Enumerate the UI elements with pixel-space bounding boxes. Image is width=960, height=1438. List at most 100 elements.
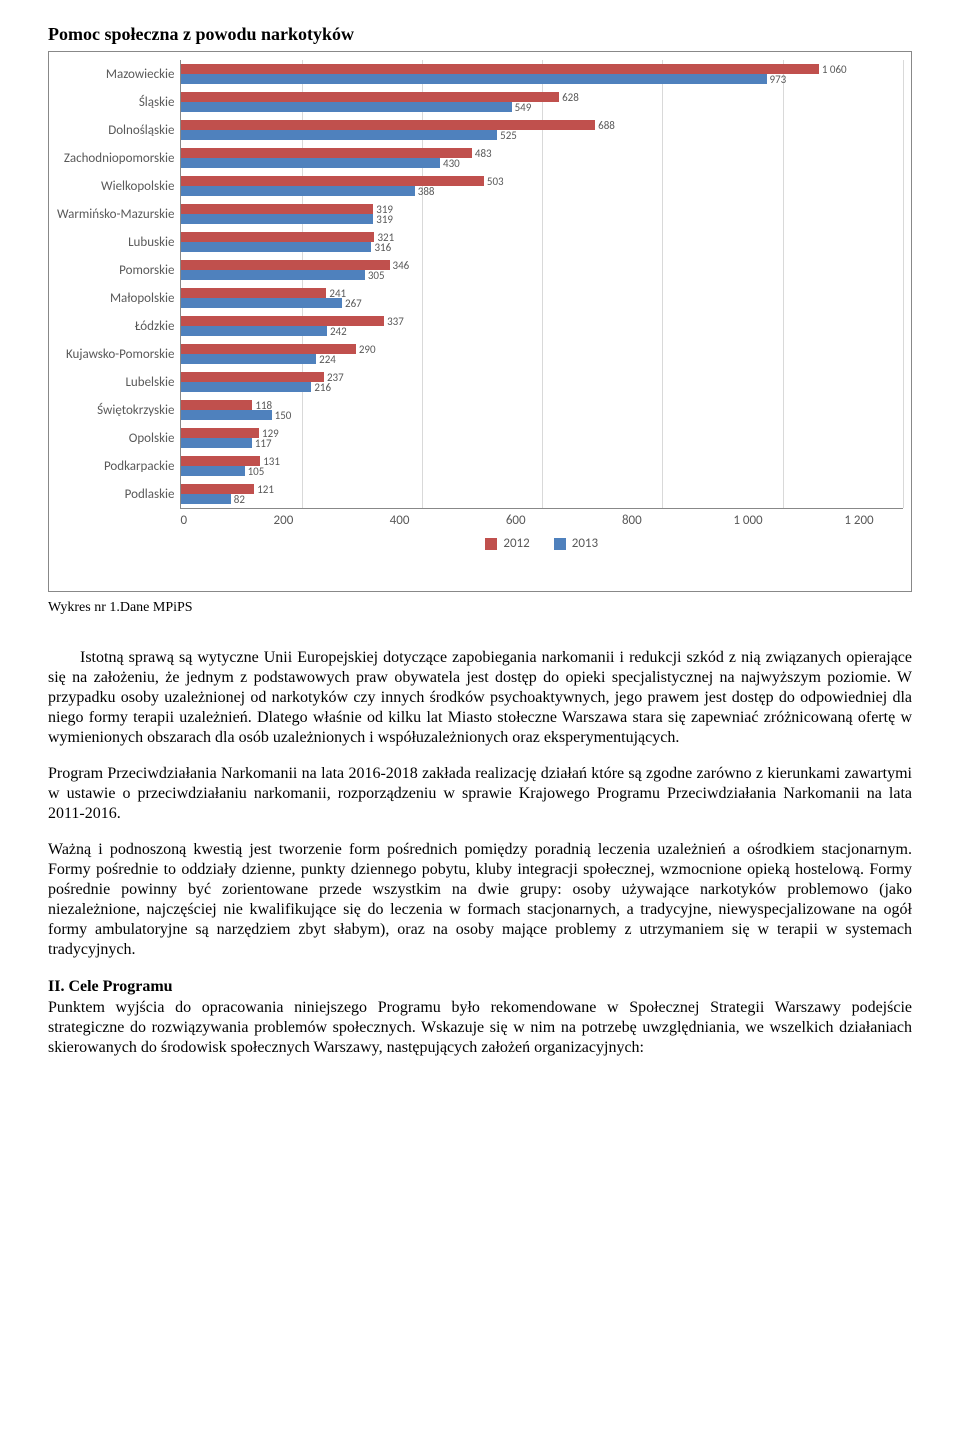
bar-group: 290224 xyxy=(181,340,903,368)
bar-2012: 628 xyxy=(181,92,903,102)
bar-2012: 237 xyxy=(181,372,903,382)
y-axis-label: Warmińsko-Mazurskie xyxy=(57,200,174,228)
section-2-heading: II. Cele Programu xyxy=(48,978,912,996)
bar-fill xyxy=(181,326,327,336)
x-axis: 0 200 400 600 800 1 000 1 200 xyxy=(180,513,903,528)
bar-fill xyxy=(181,176,483,186)
x-axis-tick: 0 xyxy=(180,513,187,528)
legend-swatch-2013 xyxy=(554,538,566,550)
bar-value-label: 216 xyxy=(314,381,331,394)
bar-group: 118150 xyxy=(181,396,903,424)
bar-group: 337242 xyxy=(181,312,903,340)
x-axis-tick: 400 xyxy=(390,513,410,528)
bar-group: 483430 xyxy=(181,144,903,172)
x-axis-tick: 600 xyxy=(506,513,526,528)
x-axis-tick: 1 200 xyxy=(844,513,873,528)
bar-fill xyxy=(181,260,389,270)
bar-2012: 121 xyxy=(181,484,903,494)
legend-item-2013: 2013 xyxy=(554,536,598,551)
bar-fill xyxy=(181,270,364,280)
plot-wrapper: 1 06097362854968852548343050338831931932… xyxy=(180,60,903,551)
y-axis-label: Małopolskie xyxy=(57,284,174,312)
bar-fill xyxy=(181,372,324,382)
bar-group: 321316 xyxy=(181,228,903,256)
section-2-paragraph: Punktem wyjścia do opracowania niniejsze… xyxy=(48,998,912,1058)
bar-fill xyxy=(181,130,497,140)
y-axis-label: Dolnośląskie xyxy=(57,116,174,144)
paragraph-2: Program Przeciwdziałania Narkomanii na l… xyxy=(48,764,912,824)
bar-2012: 319 xyxy=(181,204,903,214)
bar-fill xyxy=(181,410,271,420)
bar-2012: 241 xyxy=(181,288,903,298)
bar-2012: 321 xyxy=(181,232,903,242)
bar-fill xyxy=(181,382,311,392)
bar-2013: 319 xyxy=(181,214,903,224)
bar-fill xyxy=(181,288,326,298)
y-axis-label: Lubuskie xyxy=(57,228,174,256)
bar-fill xyxy=(181,494,230,504)
y-axis-label: Wielkopolskie xyxy=(57,172,174,200)
bar-value-label: 525 xyxy=(500,129,517,142)
bar-fill xyxy=(181,298,342,308)
bar-2013: 117 xyxy=(181,438,903,448)
bar-group: 346305 xyxy=(181,256,903,284)
bar-fill xyxy=(181,74,766,84)
bar-fill xyxy=(181,64,818,74)
chart-frame: MazowieckieŚląskieDolnośląskieZachodniop… xyxy=(48,51,912,592)
bar-fill xyxy=(181,158,440,168)
legend-label-2013: 2013 xyxy=(572,536,598,551)
bar-fill xyxy=(181,204,373,214)
legend-item-2012: 2012 xyxy=(485,536,529,551)
bar-2012: 290 xyxy=(181,344,903,354)
bar-2012: 483 xyxy=(181,148,903,158)
paragraph-3: Ważną i podnoszoną kwestią jest tworzeni… xyxy=(48,840,912,960)
bar-2013: 430 xyxy=(181,158,903,168)
chart-source: Wykres nr 1.Dane MPiPS xyxy=(48,600,912,616)
bar-2013: 525 xyxy=(181,130,903,140)
y-axis-label: Lubelskie xyxy=(57,368,174,396)
bar-fill xyxy=(181,148,471,158)
bar-2012: 129 xyxy=(181,428,903,438)
bar-fill xyxy=(181,316,384,326)
grid-line xyxy=(903,60,904,508)
paragraph-1: Istotną sprawą są wytyczne Unii Europejs… xyxy=(48,648,912,748)
bar-2012: 131 xyxy=(181,456,903,466)
bar-value-label: 224 xyxy=(319,353,336,366)
bar-2013: 224 xyxy=(181,354,903,364)
bar-group: 237216 xyxy=(181,368,903,396)
bar-2013: 105 xyxy=(181,466,903,476)
bar-value-label: 105 xyxy=(248,465,265,478)
bar-fill xyxy=(181,466,244,476)
bar-fill xyxy=(181,214,373,224)
plot: 1 06097362854968852548343050338831931932… xyxy=(180,60,903,509)
y-axis-label: Łódzkie xyxy=(57,312,174,340)
x-axis-tick: 800 xyxy=(622,513,642,528)
y-axis-label: Podkarpackie xyxy=(57,452,174,480)
bar-fill xyxy=(181,102,511,112)
bar-value-label: 388 xyxy=(418,185,435,198)
bar-value-label: 305 xyxy=(368,269,385,282)
bar-fill xyxy=(181,242,371,252)
bar-group: 628549 xyxy=(181,88,903,116)
bar-fill xyxy=(181,92,559,102)
bar-2012: 346 xyxy=(181,260,903,270)
chart-area: MazowieckieŚląskieDolnośląskieZachodniop… xyxy=(57,60,903,551)
bar-2013: 267 xyxy=(181,298,903,308)
chart-title: Pomoc społeczna z powodu narkotyków xyxy=(48,24,912,45)
x-axis-tick: 200 xyxy=(274,513,294,528)
bar-fill xyxy=(181,438,251,448)
x-axis-tick: 1 000 xyxy=(733,513,762,528)
bar-2013: 388 xyxy=(181,186,903,196)
bar-value-label: 973 xyxy=(770,73,787,86)
y-axis-label: Śląskie xyxy=(57,88,174,116)
bar-2012: 337 xyxy=(181,316,903,326)
bar-2012: 1 060 xyxy=(181,64,903,74)
y-axis-labels: MazowieckieŚląskieDolnośląskieZachodniop… xyxy=(57,60,180,551)
bar-2013: 549 xyxy=(181,102,903,112)
bar-group: 688525 xyxy=(181,116,903,144)
legend: 2012 2013 xyxy=(180,536,903,551)
bar-2012: 688 xyxy=(181,120,903,130)
bar-value-label: 316 xyxy=(374,241,391,254)
y-axis-label: Świętokrzyskie xyxy=(57,396,174,424)
y-axis-label: Mazowieckie xyxy=(57,60,174,88)
